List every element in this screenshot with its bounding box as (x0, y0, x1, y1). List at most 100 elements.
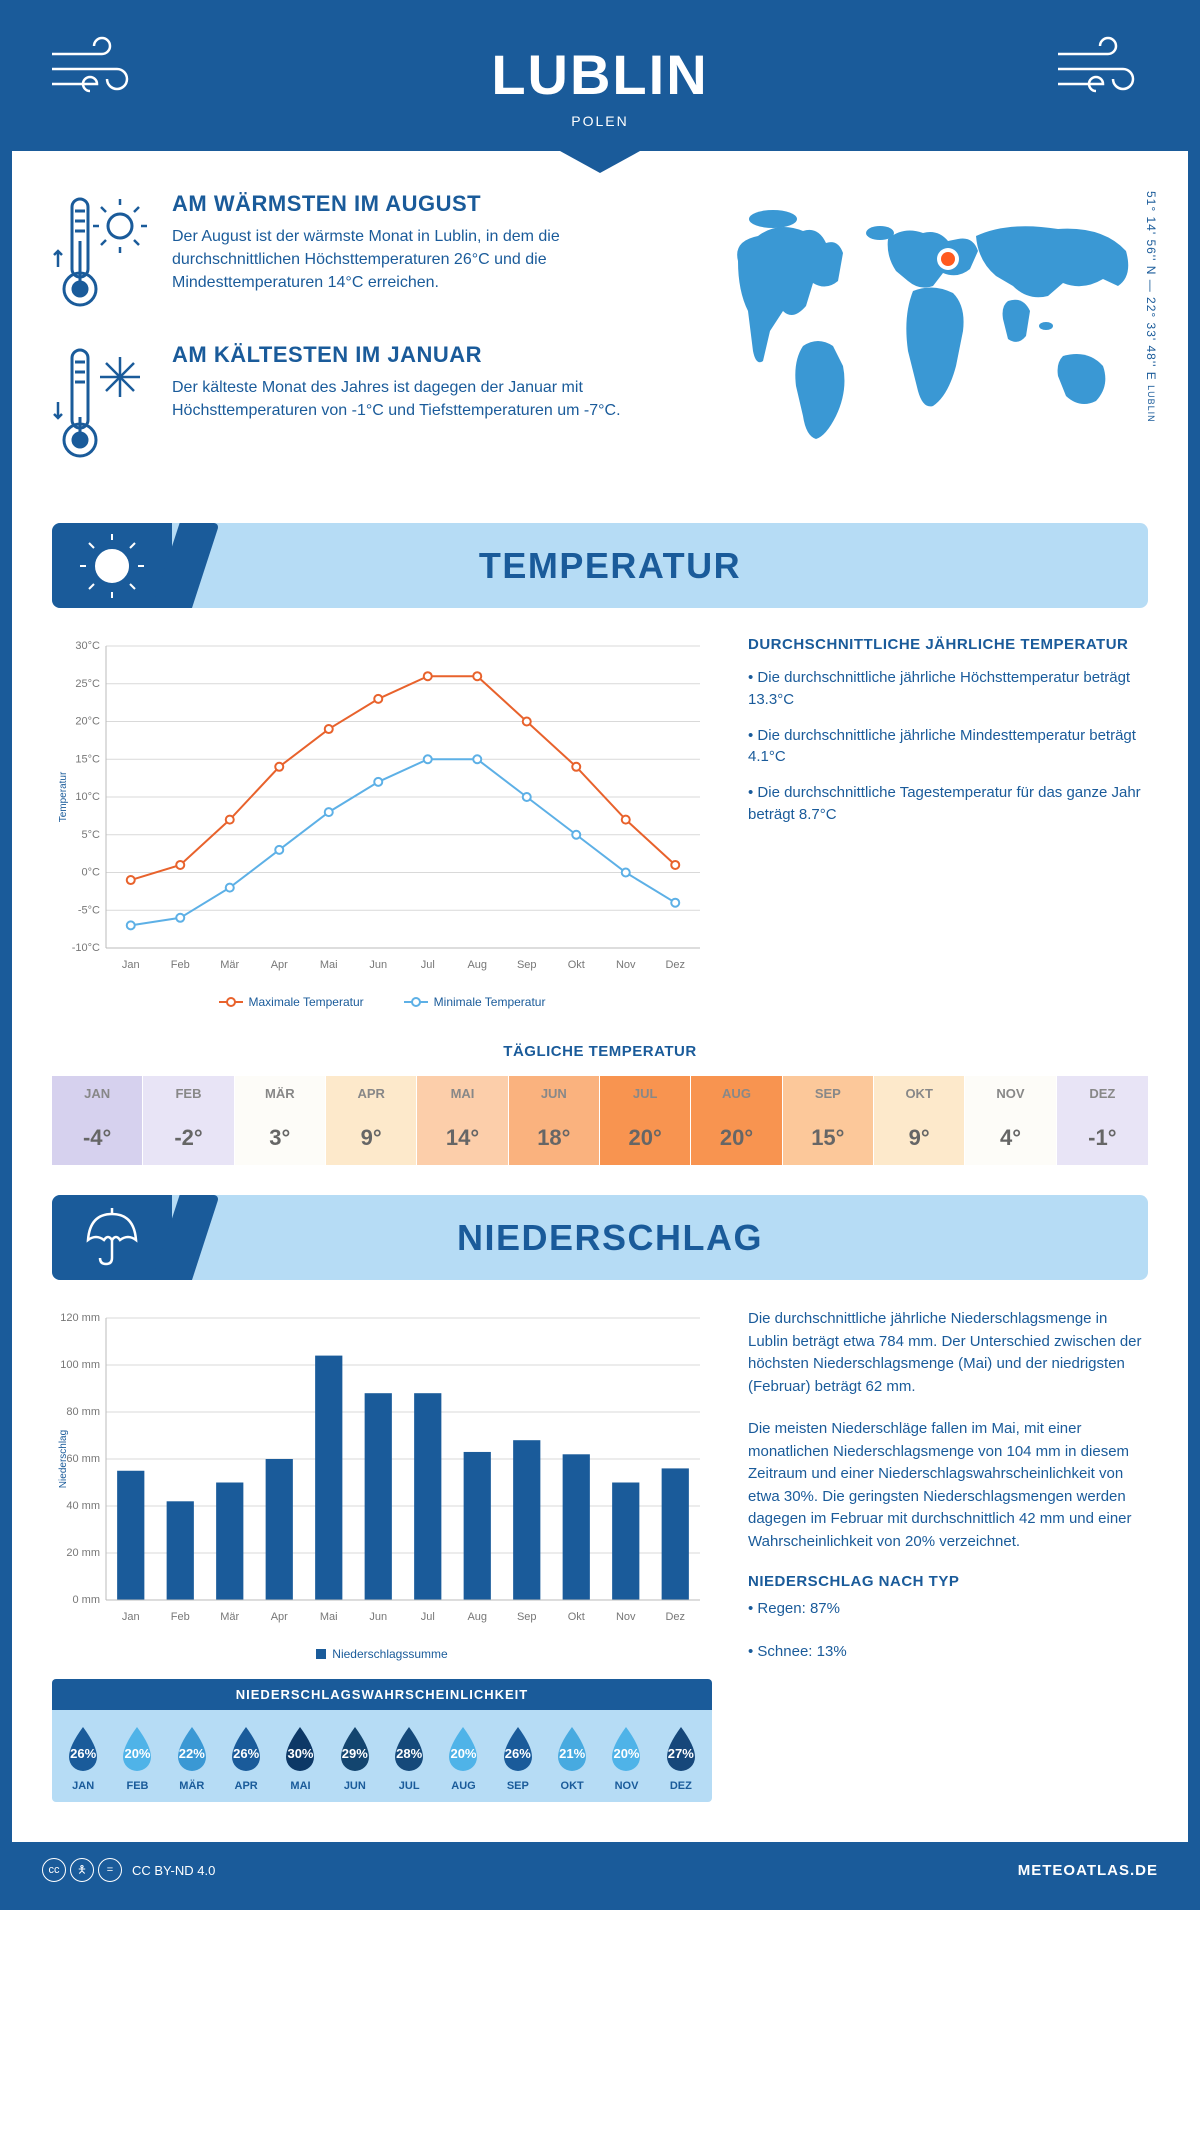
precip-type-snow: • Schnee: 13% (748, 1641, 1148, 1664)
daily-cell: MÄR3° (235, 1076, 326, 1165)
svg-text:Feb: Feb (171, 959, 190, 971)
svg-text:Okt: Okt (568, 1611, 585, 1623)
thermometer-snow-icon (52, 342, 152, 467)
svg-text:Niederschlag: Niederschlag (58, 1430, 69, 1488)
temperature-section-header: TEMPERATUR (52, 523, 1148, 608)
daily-cell: NOV4° (965, 1076, 1056, 1165)
svg-text:Nov: Nov (616, 959, 636, 971)
precip-type-heading: NIEDERSCHLAG NACH TYP (748, 1573, 1148, 1590)
summary-bullet: • Die durchschnittliche jährliche Mindes… (748, 725, 1148, 769)
svg-text:40 mm: 40 mm (66, 1500, 100, 1512)
umbrella-icon (52, 1195, 172, 1280)
prob-cell: 30% MAI (275, 1724, 325, 1792)
prob-grid: 26% JAN 20% FEB 22% MÄR 26% APR 30% MAI … (52, 1710, 712, 1802)
svg-text:20 mm: 20 mm (66, 1547, 100, 1559)
daily-cell: DEZ-1° (1057, 1076, 1148, 1165)
svg-text:10°C: 10°C (75, 791, 100, 803)
warmest-title: AM WÄRMSTEN IM AUGUST (172, 191, 680, 217)
svg-text:30°C: 30°C (75, 640, 100, 652)
svg-text:100 mm: 100 mm (60, 1359, 100, 1371)
wind-icon (1048, 34, 1158, 109)
temperature-title: TEMPERATUR (172, 545, 1148, 587)
precip-title: NIEDERSCHLAG (172, 1217, 1148, 1259)
daily-cell: FEB-2° (143, 1076, 234, 1165)
svg-text:Apr: Apr (271, 1611, 288, 1623)
svg-text:Jul: Jul (421, 1611, 435, 1623)
bar-legend: Niederschlagssumme (52, 1647, 712, 1661)
daily-cell: AUG20° (691, 1076, 782, 1165)
coldest-body: Der kälteste Monat des Jahres ist dagege… (172, 376, 680, 422)
precip-summary: Die durchschnittliche jährliche Niedersc… (748, 1308, 1148, 1802)
svg-text:25°C: 25°C (75, 678, 100, 690)
svg-text:Dez: Dez (665, 1611, 685, 1623)
precip-section-header: NIEDERSCHLAG (52, 1195, 1148, 1280)
svg-text:Mai: Mai (320, 1611, 338, 1623)
content: AM WÄRMSTEN IM AUGUST Der August ist der… (12, 151, 1188, 1822)
daily-cell: JUL20° (600, 1076, 691, 1165)
svg-text:20°C: 20°C (75, 716, 100, 728)
chevron-icon (560, 151, 640, 173)
brand: METEOATLAS.DE (1018, 1862, 1158, 1879)
svg-text:Aug: Aug (467, 959, 487, 971)
svg-text:0°C: 0°C (82, 867, 101, 879)
svg-text:Jun: Jun (369, 959, 387, 971)
prob-cell: 26% APR (221, 1724, 271, 1792)
svg-text:80 mm: 80 mm (66, 1406, 100, 1418)
svg-text:Jan: Jan (122, 959, 140, 971)
svg-text:Dez: Dez (665, 959, 685, 971)
intro-text: AM WÄRMSTEN IM AUGUST Der August ist der… (52, 191, 680, 493)
world-map: 51° 14' 56'' N — 22° 33' 48'' E LUBLIN (708, 191, 1148, 493)
cc-icon: cc (42, 1858, 66, 1882)
coldest-title: AM KÄLTESTEN IM JANUAR (172, 342, 680, 368)
footer: cc 🯅 = CC BY-ND 4.0 METEOATLAS.DE (12, 1842, 1188, 1898)
prob-cell: 29% JUN (330, 1724, 380, 1792)
coordinates: 51° 14' 56'' N — 22° 33' 48'' E LUBLIN (1144, 191, 1158, 423)
daily-cell: APR9° (326, 1076, 417, 1165)
daily-cell: MAI14° (417, 1076, 508, 1165)
prob-cell: 20% NOV (601, 1724, 651, 1792)
daily-cell: JUN18° (509, 1076, 600, 1165)
svg-text:Sep: Sep (517, 1611, 537, 1623)
precip-p1: Die durchschnittliche jährliche Niedersc… (748, 1308, 1148, 1398)
precip-type-rain: • Regen: 87% (748, 1598, 1148, 1621)
svg-text:Aug: Aug (467, 1611, 487, 1623)
city-title: LUBLIN (12, 42, 1188, 107)
svg-text:60 mm: 60 mm (66, 1453, 100, 1465)
country-label: POLEN (12, 113, 1188, 129)
thermometer-sun-icon (52, 191, 152, 316)
daily-cell: JAN-4° (52, 1076, 143, 1165)
prob-cell: 26% SEP (493, 1724, 543, 1792)
svg-text:Jan: Jan (122, 1611, 140, 1623)
prob-cell: 20% FEB (112, 1724, 162, 1792)
daily-cell: SEP15° (783, 1076, 874, 1165)
prob-cell: 26% JAN (58, 1724, 108, 1792)
svg-text:Sep: Sep (517, 959, 537, 971)
prob-cell: 22% MÄR (167, 1724, 217, 1792)
svg-text:0 mm: 0 mm (73, 1594, 101, 1606)
intro-row: AM WÄRMSTEN IM AUGUST Der August ist der… (52, 191, 1148, 493)
daily-temp-title: TÄGLICHE TEMPERATUR (52, 1043, 1148, 1060)
license: cc 🯅 = CC BY-ND 4.0 (42, 1858, 215, 1882)
infographic-frame: LUBLIN POLEN AM WÄRMSTEN IM AUGU (0, 0, 1200, 1910)
wind-icon (42, 34, 152, 109)
temperature-row: -10°C-5°C0°C5°C10°C15°C20°C25°C30°CJanFe… (52, 636, 1148, 1009)
summary-heading: DURCHSCHNITTLICHE JÄHRLICHE TEMPERATUR (748, 636, 1148, 653)
daily-temp-grid: JAN-4°FEB-2°MÄR3°APR9°MAI14°JUN18°JUL20°… (52, 1076, 1148, 1165)
by-icon: 🯅 (70, 1858, 94, 1882)
summary-bullet: • Die durchschnittliche Tagestemperatur … (748, 782, 1148, 826)
prob-cell: 27% DEZ (656, 1724, 706, 1792)
precip-row: 0 mm20 mm40 mm60 mm80 mm100 mm120 mmJanF… (52, 1308, 1148, 1802)
svg-text:Jul: Jul (421, 959, 435, 971)
svg-text:Nov: Nov (616, 1611, 636, 1623)
svg-text:-5°C: -5°C (78, 904, 100, 916)
svg-text:Mär: Mär (220, 959, 239, 971)
temperature-summary: DURCHSCHNITTLICHE JÄHRLICHE TEMPERATUR •… (748, 636, 1148, 1009)
chart-legend: Maximale Temperatur Minimale Temperatur (52, 995, 712, 1009)
nd-icon: = (98, 1858, 122, 1882)
coldest-block: AM KÄLTESTEN IM JANUAR Der kälteste Mona… (52, 342, 680, 467)
svg-text:Apr: Apr (271, 959, 288, 971)
warmest-block: AM WÄRMSTEN IM AUGUST Der August ist der… (52, 191, 680, 316)
precip-bar-chart: 0 mm20 mm40 mm60 mm80 mm100 mm120 mmJanF… (52, 1308, 712, 1802)
prob-cell: 20% AUG (438, 1724, 488, 1792)
svg-text:Mai: Mai (320, 959, 338, 971)
